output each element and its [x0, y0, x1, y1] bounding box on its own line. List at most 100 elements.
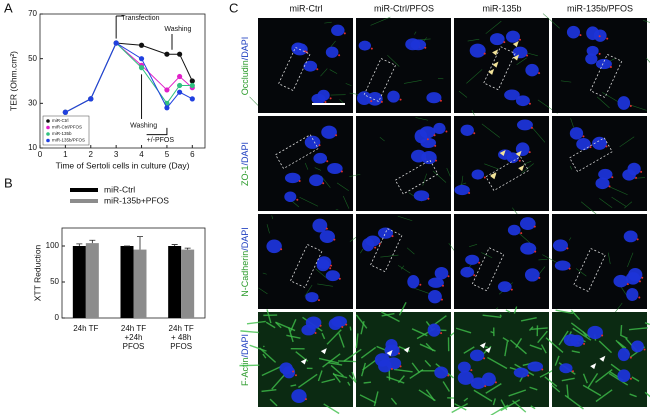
x-tick-label: 5	[165, 150, 170, 159]
arrowhead	[518, 165, 525, 172]
micrograph	[356, 214, 459, 309]
micrograph	[239, 309, 360, 415]
actin-fiber	[266, 309, 272, 324]
nucleus	[471, 169, 485, 180]
actin-fiber	[484, 163, 499, 170]
actin-fiber	[505, 309, 511, 313]
actin-fiber	[582, 373, 588, 384]
red-signal	[378, 242, 381, 245]
annotation: Transfection	[121, 15, 159, 22]
actin-fiber	[607, 252, 611, 265]
actin-fiber	[271, 215, 273, 220]
nucleus	[414, 129, 428, 144]
actin-fiber	[349, 173, 361, 177]
red-signal	[304, 50, 307, 53]
nucleus	[367, 92, 383, 106]
data-point	[189, 96, 195, 102]
x-tick-label: 2	[89, 150, 94, 159]
actin-fiber	[323, 403, 340, 415]
nucleus	[325, 270, 340, 282]
actin-fiber	[322, 353, 341, 368]
red-signal	[530, 126, 533, 129]
panel-label: B	[4, 175, 13, 190]
nucleus	[434, 266, 449, 280]
actin-fiber	[343, 348, 362, 362]
red-signal	[598, 52, 601, 55]
micrograph	[249, 18, 353, 113]
actin-fiber	[246, 320, 266, 325]
micrograph-bg	[552, 312, 647, 407]
red-signal	[638, 296, 641, 299]
panel-label: C	[229, 0, 238, 15]
red-signal	[294, 374, 297, 377]
roi-box	[278, 46, 311, 91]
nucleus	[570, 334, 584, 347]
bar	[85, 243, 99, 318]
actin-fiber	[582, 331, 588, 337]
annotation: Washing	[130, 123, 157, 130]
actin-fiber	[566, 384, 569, 398]
actin-fiber	[463, 346, 475, 354]
actin-fiber	[560, 80, 572, 83]
actin-fiber	[530, 405, 536, 410]
actin-fiber	[330, 364, 344, 377]
roi-box	[569, 137, 613, 173]
nucleus	[413, 190, 430, 202]
legend-swatch	[46, 132, 50, 136]
micrograph	[544, 309, 650, 410]
arrowhead	[488, 68, 495, 75]
actin-fiber	[630, 104, 647, 111]
red-signal	[609, 65, 612, 68]
actin-fiber	[304, 162, 309, 170]
red-signal	[435, 159, 438, 162]
actin-fiber	[266, 224, 270, 234]
legend-box	[42, 115, 90, 146]
red-signal	[340, 170, 343, 173]
actin-fiber	[360, 346, 377, 359]
data-point	[177, 82, 183, 89]
actin-fiber	[398, 265, 411, 274]
actin-fiber	[380, 254, 399, 258]
actin-fiber	[240, 330, 259, 334]
actin-fiber	[289, 319, 297, 332]
red-signal	[433, 134, 436, 137]
actin-fiber	[321, 332, 326, 340]
red-signal	[470, 369, 473, 372]
actin-fiber	[571, 350, 580, 354]
nucleus	[457, 370, 474, 385]
actin-fiber	[403, 80, 422, 84]
data-point	[113, 40, 119, 46]
red-signal	[526, 54, 529, 57]
actin-fiber	[629, 393, 637, 398]
nucleus	[454, 184, 470, 196]
actin-fiber	[317, 283, 333, 287]
actin-fiber	[336, 182, 349, 192]
red-signal	[426, 138, 429, 141]
nucleus	[303, 60, 318, 72]
actin-fiber	[409, 369, 424, 380]
x-tick-label: 24h TF	[73, 324, 99, 333]
red-signal	[319, 324, 322, 327]
red-signal	[538, 72, 541, 75]
actin-fiber	[467, 38, 480, 42]
legend-swatch	[46, 119, 50, 123]
arrowhead	[490, 173, 497, 180]
red-signal	[447, 275, 450, 278]
nucleus	[434, 366, 449, 379]
red-signal	[518, 159, 521, 162]
micrograph	[349, 16, 451, 113]
red-signal	[598, 35, 601, 38]
nucleus	[328, 318, 342, 331]
y-tick-label: 50	[28, 54, 37, 63]
arrowhead	[485, 346, 492, 353]
nucleus	[586, 26, 600, 41]
red-signal	[370, 47, 373, 50]
annotation: Washing	[164, 26, 191, 33]
nucleus	[421, 150, 437, 165]
red-signal	[484, 385, 487, 388]
red-signal	[589, 146, 592, 149]
data-point	[138, 42, 145, 48]
micrograph	[258, 214, 370, 309]
nucleus	[426, 92, 442, 104]
